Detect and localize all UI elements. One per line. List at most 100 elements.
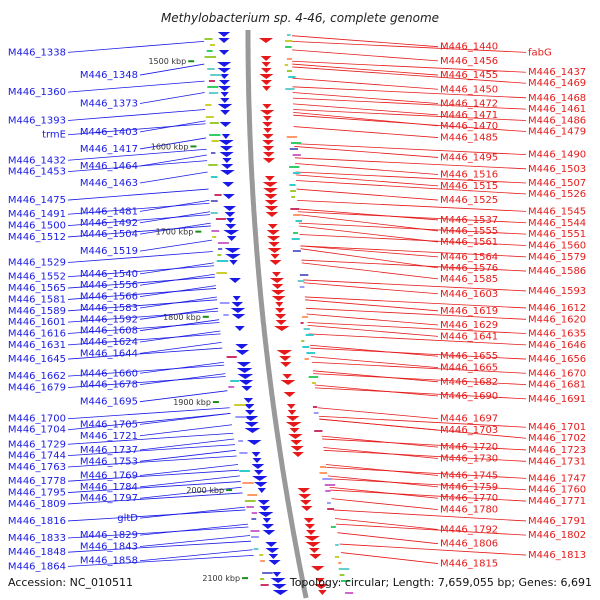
cog-feature-bar bbox=[345, 592, 354, 594]
left-leader-line bbox=[67, 347, 223, 360]
cog-feature-bar bbox=[228, 386, 235, 388]
cog-feature-bar bbox=[288, 76, 296, 78]
forward-gene-arrow bbox=[234, 326, 245, 331]
right-gene-label: M446_1490 bbox=[528, 150, 586, 161]
right-gene-label: M446_1503 bbox=[528, 164, 586, 175]
forward-gene-arrow bbox=[231, 314, 246, 319]
right-leader-line bbox=[297, 211, 527, 224]
reverse-gene-arrow bbox=[280, 362, 292, 367]
right-gene-label: M446_1730 bbox=[440, 453, 498, 464]
forward-gene-arrow bbox=[243, 398, 254, 403]
cog-feature-bar bbox=[289, 166, 300, 168]
right-leader-line bbox=[294, 143, 527, 155]
left-gene-label: M446_1645 bbox=[8, 354, 66, 365]
cog-feature-bar bbox=[226, 356, 237, 358]
left-gene-label: M446_1566 bbox=[80, 292, 138, 303]
right-gene-label: M446_1461 bbox=[528, 104, 586, 115]
right-leader-line bbox=[318, 415, 527, 428]
right-gene-label: M446_1690 bbox=[440, 391, 498, 402]
feature-tracks bbox=[204, 32, 354, 595]
left-leader-line bbox=[139, 92, 205, 104]
right-leader-line bbox=[307, 324, 439, 337]
right-gene-label: M446_1815 bbox=[440, 559, 498, 570]
cog-feature-bar bbox=[334, 556, 340, 558]
left-gene-label: M446_1453 bbox=[8, 167, 66, 178]
right-gene-label: M446_1593 bbox=[528, 286, 586, 297]
forward-gene-arrow bbox=[272, 572, 282, 577]
cog-feature-bar bbox=[208, 164, 218, 166]
reverse-gene-arrow bbox=[260, 110, 275, 115]
reverse-gene-arrow bbox=[300, 500, 312, 505]
forward-gene-arrow bbox=[230, 308, 246, 313]
right-leader-line bbox=[292, 97, 527, 110]
cog-feature-bar bbox=[211, 230, 220, 232]
right-leader-line bbox=[303, 282, 439, 295]
right-leader-line bbox=[300, 245, 439, 258]
forward-gene-arrow bbox=[222, 158, 232, 163]
left-gene-label: M446_1678 bbox=[80, 380, 138, 391]
forward-gene-arrow bbox=[251, 464, 265, 469]
reverse-gene-arrow bbox=[275, 302, 284, 307]
forward-gene-arrow bbox=[219, 122, 232, 127]
forward-gene-arrow bbox=[271, 584, 287, 589]
reverse-gene-arrow bbox=[274, 326, 290, 331]
forward-gene-arrow bbox=[251, 452, 261, 457]
right-gene-label: M446_1701 bbox=[528, 422, 586, 433]
forward-gene-arrow bbox=[262, 518, 271, 523]
left-leader-line bbox=[67, 432, 234, 445]
cog-feature-bar bbox=[335, 544, 339, 546]
cog-feature-bar bbox=[303, 328, 310, 330]
right-leader-line bbox=[301, 262, 439, 280]
reverse-gene-arrow bbox=[271, 284, 284, 289]
right-leader-line bbox=[303, 279, 527, 292]
reverse-gene-arrow bbox=[263, 188, 278, 193]
reverse-gene-arrow bbox=[275, 320, 287, 325]
reverse-gene-arrow bbox=[280, 380, 296, 385]
left-leader-line bbox=[67, 376, 226, 388]
right-leader-line bbox=[331, 498, 439, 510]
right-leader-line bbox=[305, 299, 439, 312]
forward-gene-arrow bbox=[223, 206, 237, 211]
left-leader-line bbox=[139, 63, 205, 76]
left-leader-line bbox=[139, 523, 248, 536]
cog-feature-bar bbox=[209, 122, 219, 124]
left-leader-line bbox=[139, 549, 253, 562]
forward-gene-arrow bbox=[222, 182, 234, 187]
right-gene-label: M446_1456 bbox=[440, 56, 498, 67]
scale-tick-label: 2000 kbp bbox=[186, 486, 224, 495]
left-leader-line bbox=[67, 540, 252, 553]
right-leader-line bbox=[297, 200, 527, 212]
right-leader-line bbox=[333, 509, 527, 522]
cog-feature-bar bbox=[251, 536, 259, 538]
forward-gene-arrow bbox=[265, 548, 280, 553]
cog-feature-bar bbox=[287, 34, 291, 36]
left-gene-label: M446_1848 bbox=[8, 547, 66, 558]
scale-tick-label: 1700 kbp bbox=[156, 228, 194, 237]
left-leader-line bbox=[67, 322, 220, 334]
reverse-gene-arrow bbox=[271, 290, 286, 295]
right-leader-line bbox=[293, 109, 527, 121]
cog-feature-bar bbox=[304, 358, 309, 360]
left-gene-label: M446_1360 bbox=[8, 87, 66, 98]
right-leader-line bbox=[292, 63, 439, 76]
left-leader-line bbox=[67, 492, 243, 505]
left-leader-line bbox=[139, 449, 236, 462]
left-leader-line bbox=[67, 555, 254, 567]
right-leader-line bbox=[292, 86, 527, 99]
reverse-gene-arrow bbox=[269, 260, 282, 265]
left-gene-label: M446_1565 bbox=[8, 283, 66, 294]
right-gene-label: M446_1450 bbox=[440, 84, 498, 95]
reverse-gene-arrow bbox=[308, 548, 320, 553]
reverse-gene-arrow bbox=[271, 296, 286, 301]
left-gene-label: M446_1608 bbox=[80, 326, 138, 337]
reverse-gene-arrow bbox=[283, 392, 296, 397]
right-leader-line bbox=[300, 248, 439, 269]
right-leader-line bbox=[326, 466, 527, 479]
forward-gene-arrow bbox=[226, 236, 237, 241]
left-gene-label: gltD bbox=[117, 513, 138, 524]
cog-feature-bar bbox=[302, 346, 310, 348]
cog-feature-bar bbox=[320, 466, 327, 468]
right-gene-label: fabG bbox=[528, 47, 552, 58]
reverse-gene-arrow bbox=[261, 62, 271, 67]
left-gene-label: M446_1581 bbox=[8, 294, 66, 305]
